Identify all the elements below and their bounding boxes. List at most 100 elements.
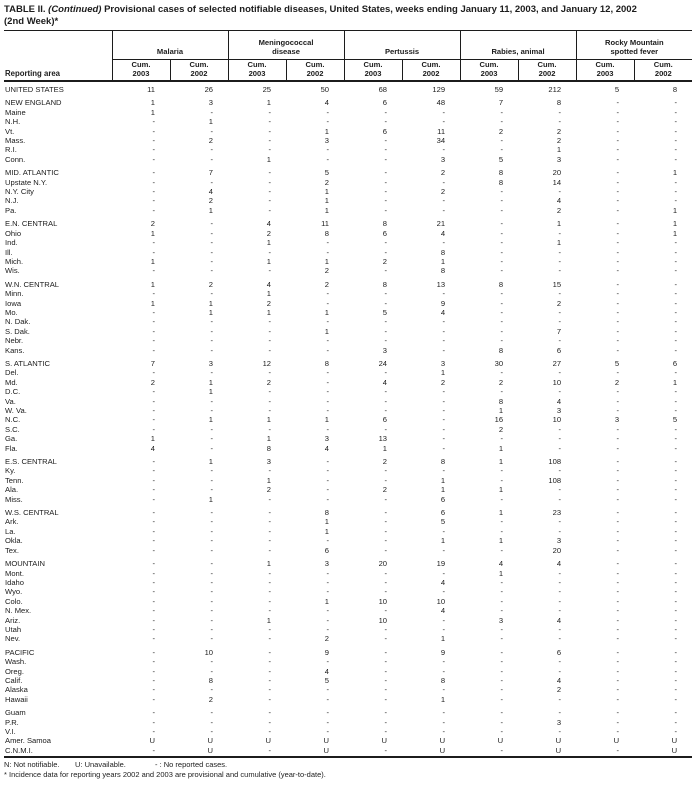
value-cell: - [210, 657, 214, 667]
table-row: Mo. - 1 1 1 5 4 - - - - [4, 308, 692, 317]
reporting-area-cell: Okla. [5, 536, 23, 546]
reporting-area-cell: MID. ATLANTIC [5, 168, 59, 178]
value-cell: - [384, 205, 388, 215]
value-cell: - [152, 238, 155, 248]
table-row: Colo. - - - 1 10 10 - - - - [4, 597, 692, 606]
value-cell: 4 [324, 666, 330, 676]
table-section: UNITED STATES 11 26 25 50 68 129 59 212 5 8 [4, 81, 692, 94]
value-cell: 2 [324, 177, 330, 187]
table-row: Amer. Samoa U U U U U U U U U U [4, 736, 692, 745]
value-cell: - [326, 606, 330, 616]
value-cell: - [674, 117, 678, 127]
value-cell: 5 [324, 675, 330, 685]
value-cell: 9 [324, 647, 330, 657]
value-cell: 14 [552, 177, 562, 187]
value-cell: - [384, 577, 388, 587]
table-row: Oreg. - - - 4 - - - - - - [4, 667, 692, 676]
value-cell: - [384, 568, 388, 578]
value-cell: - [384, 694, 388, 704]
value-cell: - [210, 577, 214, 587]
table-section: Guam - - - - - - - - - - P.R. - - - - - - -3- - V.I. - - - - - - - -… [4, 704, 692, 755]
footnotes: N: Not notifiable. U: Unavailable. - : No … [4, 760, 691, 779]
value-cell: - [326, 615, 330, 625]
value-cell: - [384, 727, 388, 736]
value-cell: - [152, 368, 155, 378]
value-cell: 4 [440, 606, 446, 616]
value-cell: - [558, 289, 562, 299]
value-cell: - [268, 336, 272, 346]
value-cell: - [210, 526, 214, 536]
value-cell: - [558, 317, 562, 327]
value-cell: - [616, 266, 620, 276]
value-cell: - [558, 727, 562, 736]
value-cell: - [674, 666, 678, 676]
value-cell: - [152, 457, 155, 467]
value-cell: - [152, 745, 155, 755]
value-cell: 2 [556, 126, 562, 136]
value-cell: 19 [436, 559, 446, 569]
value-cell: 8 [382, 279, 388, 289]
value-cell: - [616, 154, 620, 164]
value-cell: - [674, 634, 678, 644]
value-cell: - [152, 615, 155, 625]
value-cell: - [442, 424, 446, 434]
table-row: Mont. - - - - - - 1 - - - [4, 569, 692, 578]
value-cell: - [268, 107, 272, 117]
value-cell: - [152, 647, 155, 657]
value-cell: - [152, 326, 155, 336]
value-cell: 7 [150, 358, 155, 368]
value-cell: - [500, 336, 504, 346]
value-cell: - [384, 717, 388, 727]
value-cell: - [152, 424, 155, 434]
column-subheader: Cum. 2003 [227, 59, 287, 82]
table-row: Mass. - 2 - 3 - 34 - 2 - - [4, 136, 692, 145]
value-cell: 1 [324, 526, 330, 536]
value-cell: - [616, 289, 620, 299]
reporting-area-cell: E.S. CENTRAL [5, 457, 57, 467]
value-cell: - [442, 145, 446, 155]
value-cell: - [674, 647, 678, 657]
value-cell: - [268, 675, 272, 685]
value-cell: 1 [440, 694, 446, 704]
value-cell: 1 [208, 298, 214, 308]
value-cell: - [268, 168, 272, 178]
value-cell: - [500, 727, 504, 736]
value-cell: 2 [556, 136, 562, 146]
value-cell: - [442, 568, 446, 578]
value-cell: 1 [324, 517, 330, 527]
value-cell: - [268, 247, 272, 257]
value-cell: - [674, 624, 678, 634]
value-cell: 9 [440, 647, 446, 657]
value-cell: - [616, 317, 620, 327]
value-cell: - [152, 345, 155, 355]
value-cell: 1 [324, 196, 330, 206]
value-cell: - [384, 494, 388, 504]
table-section: MOUNTAIN - -1 3 20 19 4 4- - Mont. - - - - - -1- - - Idaho… [4, 555, 692, 644]
value-cell: 1 [672, 219, 678, 229]
value-cell: - [210, 708, 214, 718]
value-cell: 6 [556, 345, 562, 355]
value-cell: 2 [556, 685, 562, 695]
reporting-area-cell: D.C. [5, 387, 21, 397]
value-cell: 1 [266, 615, 272, 625]
value-cell: - [500, 187, 504, 197]
value-cell: 1 [498, 457, 504, 467]
value-cell: 1 [440, 475, 446, 485]
value-cell: - [442, 205, 446, 215]
value-cell: - [384, 587, 388, 597]
value-cell: - [268, 317, 272, 327]
value-cell: - [442, 238, 446, 248]
value-cell: - [152, 177, 155, 187]
value-cell: - [674, 326, 678, 336]
value-cell: - [674, 396, 678, 406]
value-cell: - [558, 443, 562, 453]
value-cell: - [152, 694, 155, 704]
value-cell: - [674, 517, 678, 527]
value-cell: - [326, 457, 330, 467]
value-cell: 10 [204, 647, 214, 657]
table-row: Ind. - - 1 - - - - 1 - - [4, 238, 692, 247]
value-cell: 5 [440, 517, 446, 527]
value-cell: - [152, 536, 155, 546]
value-cell: 8 [324, 228, 330, 238]
value-cell: 2 [266, 298, 272, 308]
